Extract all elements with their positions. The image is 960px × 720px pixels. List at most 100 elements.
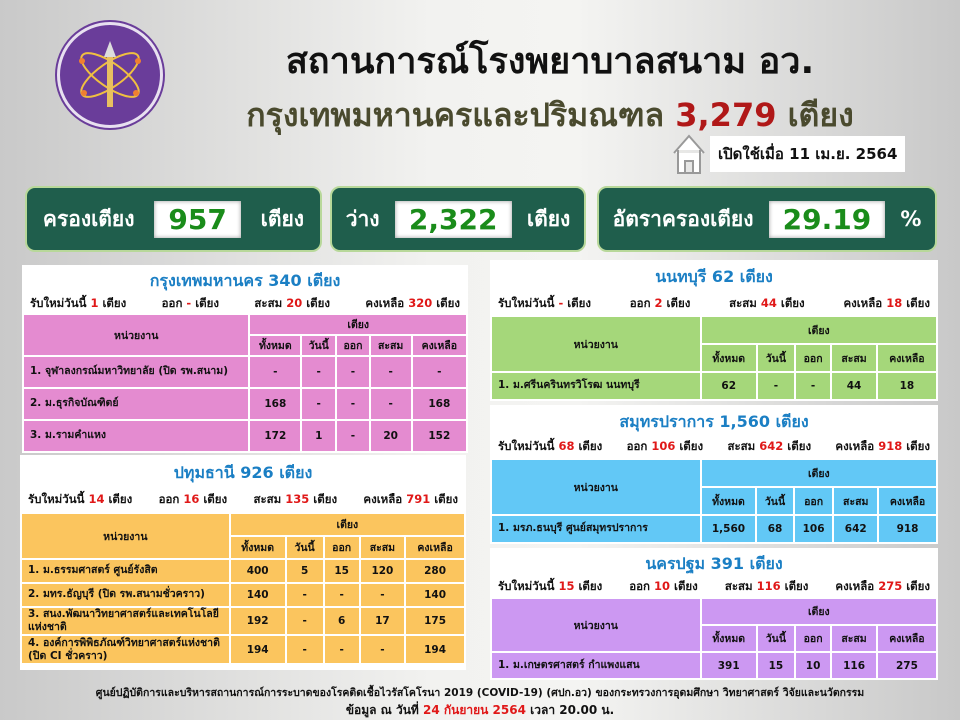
summary-cum: สะสม 20 เตียง (254, 295, 330, 313)
summary-label: ออก (158, 492, 184, 507)
stat-label: ว่าง (345, 206, 380, 231)
summary-unit: เตียง (670, 579, 698, 594)
column-header: สะสม (830, 624, 878, 653)
unit-name: 1. ม.ธรรมศาสตร์ ศูนย์รังสิต (20, 558, 231, 584)
column-header: ทั้งหมด (699, 343, 758, 373)
table-cell: - (300, 387, 338, 421)
table-cell: 44 (830, 371, 878, 401)
table-row: 3. สนง.พัฒนาวิทยาศาสตร์และเทคโนโลยีแห่งช… (20, 605, 466, 637)
table-row: 2. ม.ธุรกิจบัณฑิตย์ 168- - -168 (21, 387, 469, 421)
table-cell: 6 (322, 605, 361, 637)
table-cell: - (335, 419, 371, 453)
column-header: วันนี้ (300, 334, 338, 357)
date-prefix: ข้อมูล ณ วันที่ (345, 703, 419, 717)
region-table: หน่วยงาน เตียง ทั้งหมด วันนี้ ออก สะสม คงเหลือ… (490, 458, 939, 544)
summary-label: รับใหม่วันนี้ (498, 295, 559, 310)
summary-label: รับใหม่วันนี้ (28, 492, 89, 507)
summary-label: รับใหม่วันนี้ (30, 295, 91, 310)
summary-value: 2 (654, 295, 663, 310)
summary-value: 16 (183, 492, 200, 507)
table-cell: 18 (875, 371, 939, 401)
column-header: วันนี้ (755, 624, 796, 653)
region-panel-nakhonpathom: นครปฐม 391 เตียง รับใหม่วันนี้ 15 เตียง ออ… (490, 548, 939, 680)
region-title: ปทุมธานี 926 เตียง (173, 462, 313, 482)
summary-label: ออก (629, 295, 655, 310)
summary-remain: คงเหลือ 275 เตียง (835, 578, 930, 596)
region-table: หน่วยงาน เตียง ทั้งหมด วันนี้ ออก สะสม คงเหลือ… (490, 597, 939, 680)
unit-name: 3. ม.รามคำแหง (21, 419, 251, 453)
table-cell: - (358, 634, 407, 666)
table-cell: - (322, 582, 361, 608)
column-header: สะสม (830, 343, 878, 373)
summary-unit: เตียง (783, 439, 812, 454)
header-row: ทั้งหมด วันนี้ ออก สะสม คงเหลือ (21, 535, 466, 560)
table-cell: - (335, 355, 371, 389)
summary-label: คงเหลือ (835, 439, 879, 454)
page-title: สถานการณ์โรงพยาบาลสนาม อว. (285, 41, 815, 82)
region-title: สมุทรปราการ 1,560 เตียง (619, 411, 809, 431)
table-cell: 140 (404, 582, 466, 608)
subtitle-total: 3,279 (675, 96, 777, 134)
column-header: ออก (335, 334, 371, 357)
summary-value: 918 (878, 439, 903, 454)
stat-unit: เตียง (260, 206, 305, 231)
table-cell: 10 (793, 651, 833, 680)
region-header: นครปฐม 391 เตียง รับใหม่วันนี้ 15 เตียง ออ… (490, 548, 938, 597)
table-row: 2. มทร.ธัญบุรี (ปิด รพ.สนามชั่วคราว) 140-… (20, 582, 466, 608)
summary-label: สะสม (254, 295, 287, 310)
summary-value: 10 (654, 579, 671, 594)
region-panel-samutprakan: สมุทรปราการ 1,560 เตียง รับใหม่วันนี้ 68 … (490, 405, 939, 544)
table-row: 1. ม.เกษตรศาสตร์ กำแพงแสน 391 15 10 116 275 (490, 651, 939, 680)
summary-label: สะสม (724, 579, 757, 594)
table-cell: - (300, 355, 338, 389)
table-cell: 391 (699, 651, 758, 680)
region-header: ปทุมธานี 926 เตียงรับใหม่วันนี้ 14 เตียง… (20, 455, 466, 512)
region-panel-nonthaburi: นนทบุรี 62 เตียง รับใหม่วันนี้ - เตียง ออก… (490, 260, 939, 401)
column-header-unit: หน่วยงาน (20, 512, 231, 560)
column-header: ออก (793, 624, 833, 653)
table-cell: - (335, 387, 371, 421)
header-row: ทั้งหมด วันนี้ ออก สะสม คงเหลือ (23, 334, 469, 357)
summary-unit: เตียง (430, 492, 458, 507)
summary-out: ออก 10 เตียง (629, 578, 698, 596)
summary-cum: สะสม 642 เตียง (727, 438, 811, 456)
table-cell: 116 (830, 651, 878, 680)
summary-value: - (558, 295, 564, 310)
table-row: 1. ม.ศรีนครินทรวิโรฒ นนทบุรี 62- -44 18 (490, 371, 939, 401)
header-row: หน่วยงาน เตียง (490, 315, 939, 373)
column-header: ออก (322, 535, 361, 560)
table-cell: 280 (404, 558, 466, 584)
region-panel-bangkok: กรุงเทพมหานคร 340 เตียง รับใหม่วันนี้ 1 เ… (21, 265, 469, 453)
subtitle-region: กรุงเทพมหานครและปริมณฑล (246, 96, 665, 134)
summary-label: คงเหลือ (843, 295, 887, 310)
column-header-beds: เตียง (699, 315, 939, 345)
table-cell: 106 (792, 514, 835, 544)
summary-value: 135 (285, 492, 310, 507)
summary-value: 18 (886, 295, 903, 310)
stat-card-occupancy-rate: อัตราครองเตียง 29.19 % (597, 186, 937, 252)
summary-value: 1 (90, 295, 99, 310)
summary-new: รับใหม่วันนี้ 14 เตียง (28, 491, 132, 509)
summary-unit: เตียง (675, 439, 704, 454)
summary-remain: คงเหลือ 918 เตียง (835, 438, 930, 456)
stat-value: 29.19 (768, 200, 886, 238)
table-cell: 1,560 (699, 514, 758, 544)
summary-unit: เตียง (662, 295, 691, 310)
column-header: คงเหลือ (877, 486, 938, 516)
stat-unit: เตียง (526, 206, 571, 231)
summary-label: คงเหลือ (835, 579, 879, 594)
summary-value: 116 (756, 579, 781, 594)
table-cell: 400 (228, 558, 287, 584)
region-panel-pathumthani: ปทุมธานี 926 เตียงรับใหม่วันนี้ 14 เตียง… (20, 455, 467, 670)
region-summary: รับใหม่วันนี้ 14 เตียง ออก 16 เตียง สะสม 1… (20, 491, 466, 509)
date-value: 24 กันยายน 2564 (423, 703, 526, 717)
table-cell: - (322, 634, 361, 666)
summary-out: ออก 106 เตียง (627, 438, 704, 456)
table-cell: 194 (404, 634, 466, 666)
header-row: หน่วยงาน เตียง (490, 597, 939, 653)
region-table: หน่วยงาน เตียง ทั้งหมด วันนี้ ออก สะสม คงเหลือ… (20, 512, 467, 666)
table-cell: 15 (322, 558, 361, 584)
region-table: หน่วยงาน เตียง ทั้งหมด วันนี้ ออก สะสม คงเหลือ… (21, 313, 469, 453)
table-cell: 20 (368, 419, 413, 453)
stat-value: 957 (154, 200, 241, 238)
